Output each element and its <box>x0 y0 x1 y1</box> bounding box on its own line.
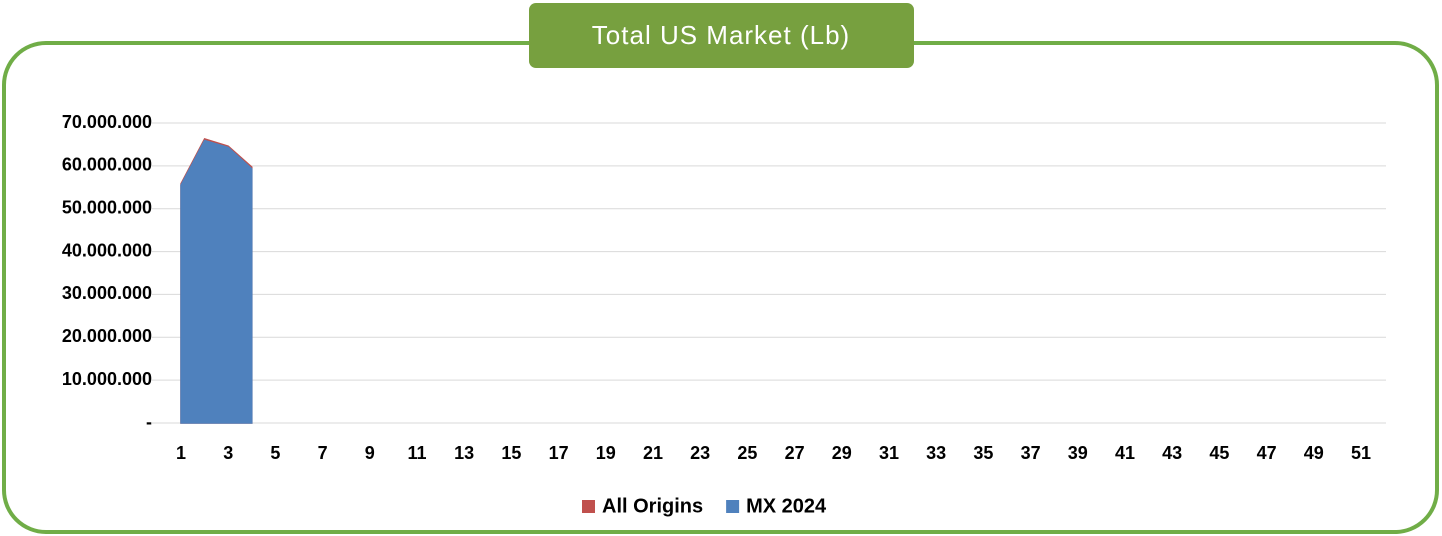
x-tick-label: 3 <box>223 443 233 463</box>
x-tick-label: 1 <box>176 443 186 463</box>
x-tick-label: 25 <box>737 443 757 463</box>
y-tick-label: - <box>146 412 152 432</box>
x-tick-label: 7 <box>318 443 328 463</box>
x-tick-label: 33 <box>926 443 946 463</box>
legend-label: MX 2024 <box>746 495 827 517</box>
y-tick-label: 70.000.000 <box>62 112 152 132</box>
y-tick-label: 20.000.000 <box>62 326 152 346</box>
x-tick-label: 17 <box>549 443 569 463</box>
y-tick-label: 40.000.000 <box>62 240 152 260</box>
x-tick-label: 49 <box>1304 443 1324 463</box>
x-tick-label: 35 <box>973 443 993 463</box>
y-tick-label: 60.000.000 <box>62 155 152 175</box>
legend-swatch <box>726 500 740 513</box>
x-tick-label: 13 <box>454 443 474 463</box>
legend-swatch <box>582 500 595 513</box>
x-tick-label: 51 <box>1351 443 1371 463</box>
x-tick-label: 37 <box>1021 443 1041 463</box>
x-tick-label: 15 <box>501 443 521 463</box>
x-tick-label: 5 <box>270 443 280 463</box>
y-tick-label: 10.000.000 <box>62 369 152 389</box>
x-tick-label: 29 <box>832 443 852 463</box>
x-tick-label: 45 <box>1209 443 1229 463</box>
x-tick-label: 11 <box>407 443 426 463</box>
area <box>180 139 253 424</box>
chart-title: Total US Market (Lb) <box>592 20 850 50</box>
x-tick-label: 19 <box>596 443 616 463</box>
x-tick-label: 9 <box>365 443 375 463</box>
x-tick-label: 27 <box>785 443 805 463</box>
y-tick-label: 30.000.000 <box>62 283 152 303</box>
title-tab <box>529 3 914 68</box>
x-tick-label: 21 <box>643 443 663 463</box>
x-tick-label: 39 <box>1068 443 1088 463</box>
x-tick-label: 47 <box>1257 443 1277 463</box>
x-tick-label: 43 <box>1162 443 1182 463</box>
legend-label: All Origins <box>602 495 703 517</box>
y-tick-label: 50.000.000 <box>62 197 152 217</box>
x-tick-label: 41 <box>1115 443 1135 463</box>
x-tick-label: 31 <box>879 443 899 463</box>
x-tick-label: 23 <box>690 443 710 463</box>
